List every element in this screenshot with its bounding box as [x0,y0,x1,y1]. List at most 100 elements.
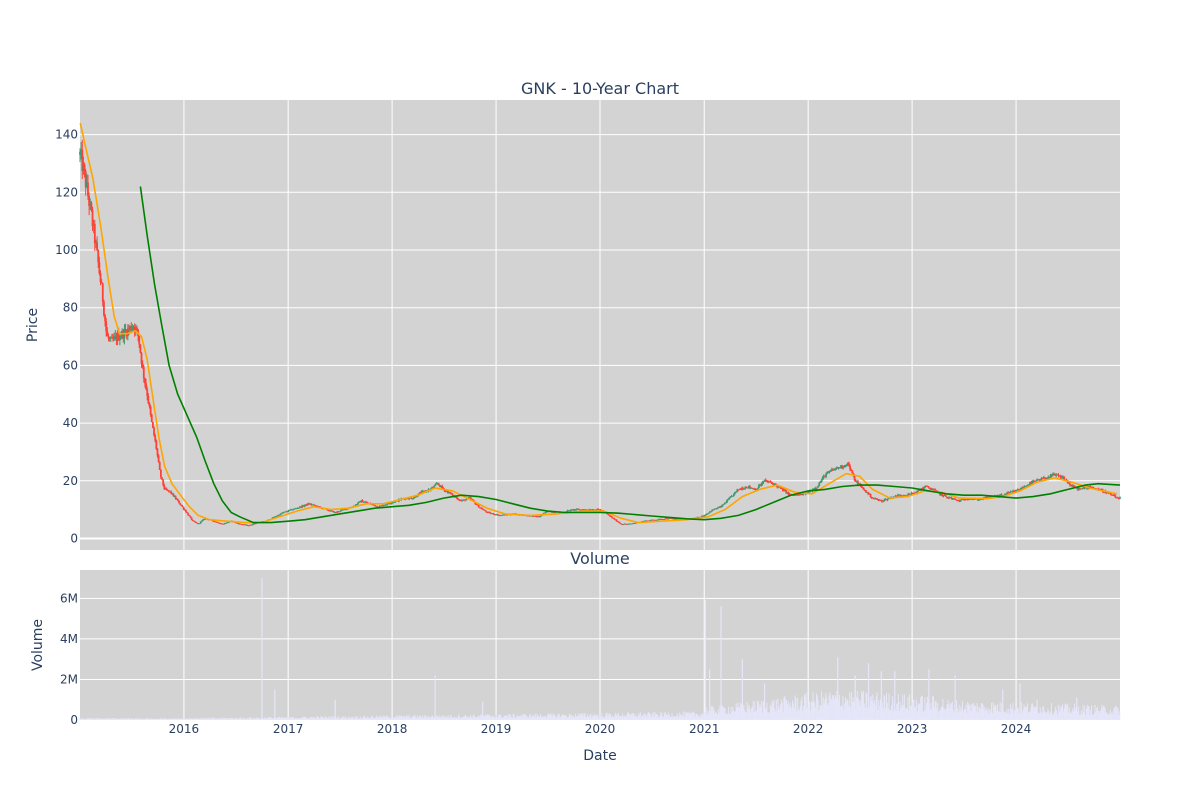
volume-bar [824,698,826,720]
volume-bar [467,716,469,720]
volume-bar [915,699,917,720]
volume-bar [711,706,713,720]
price-candle-body [122,330,125,339]
price-candle-body [366,502,368,503]
volume-bar [1001,703,1003,720]
price-candle-body [103,301,105,316]
price-candle-body [898,494,900,496]
volume-bar [768,712,770,720]
volume-bar [321,716,323,720]
price-candle-body [1029,482,1031,485]
volume-bar [340,717,342,720]
price-candle-body [666,518,669,520]
volume-bar [215,718,217,720]
volume-bar [722,707,724,720]
volume-bar [659,715,661,720]
volume-bar [859,705,861,720]
price-candle-body [1081,487,1084,489]
volume-bar [995,704,997,720]
price-candle-body [131,328,134,331]
volume-bar [701,714,703,720]
volume-bar [369,717,371,720]
volume-bar [689,711,691,720]
price-candle-body [502,514,505,516]
price-candle-body [183,509,186,511]
price-candle-body [105,321,108,332]
volume-bar [277,717,279,720]
volume-bar [986,711,988,720]
volume-bar [164,718,166,720]
volume-bar [347,718,349,720]
volume-bar [151,717,153,720]
volume-bar [991,702,993,720]
price-candle-body [393,502,396,503]
price-candle-body [239,523,242,525]
volume-bar [723,707,725,720]
volume-bar [932,696,934,720]
price-candle-body [371,504,374,506]
price-candle-body [152,422,154,428]
volume-bar [624,715,626,720]
price-candle-body [1112,494,1115,496]
price-candle-body [212,520,215,522]
volume-bar [592,715,594,720]
volume-bar [844,703,846,720]
volume-bar [1053,712,1055,720]
volume-bar [633,713,635,720]
price-candle-body [335,512,338,513]
volume-bar [1114,707,1116,720]
volume-bar [816,695,818,720]
price-candle-body [188,515,191,517]
volume-bar [1029,711,1031,720]
price-candle-body [976,498,979,501]
volume-bar [599,714,601,720]
volume-bar [967,701,969,720]
volume-bar [912,700,914,720]
volume-bar [728,713,730,720]
volume-spike-bar [704,600,706,720]
volume-bar [896,703,898,720]
price-candle-body [90,202,93,211]
volume-bar [306,717,308,720]
volume-bar [369,717,371,720]
volume-bar [911,702,913,720]
volume-bar [828,694,830,720]
volume-bar [882,709,884,720]
volume-bar [803,706,805,720]
price-candle-body [826,472,829,474]
volume-bar [756,710,758,720]
volume-bar [991,713,993,720]
price-candle-body [494,514,497,516]
volume-bar [129,718,131,720]
volume-bar [143,718,145,720]
volume-bar [1084,705,1086,720]
price-candle-body [706,513,709,515]
volume-bar [1000,712,1002,720]
price-candle-body [1114,495,1117,498]
volume-bar [189,718,191,720]
price-candle-body [1063,477,1066,480]
volume-bar [937,703,939,720]
price-candle-body [314,505,317,507]
volume-bar [944,708,946,720]
price-candle-body [385,504,388,506]
volume-bar [478,715,480,720]
price-candle-body [1119,497,1121,499]
price-candle-body [843,465,846,468]
volume-bar [385,717,387,720]
volume-bar [119,719,121,720]
volume-bar [947,700,949,720]
price-candle-body [572,509,575,511]
price-candle-body [202,519,204,521]
volume-bar [765,708,767,720]
price-candle-body [190,517,193,520]
price-candle-body [237,523,240,524]
volume-bar [259,718,261,720]
volume-bar [422,715,424,720]
volume-bar [147,718,149,720]
volume-bar [518,716,520,720]
volume-bar [757,700,759,720]
volume-bar [1104,708,1106,720]
